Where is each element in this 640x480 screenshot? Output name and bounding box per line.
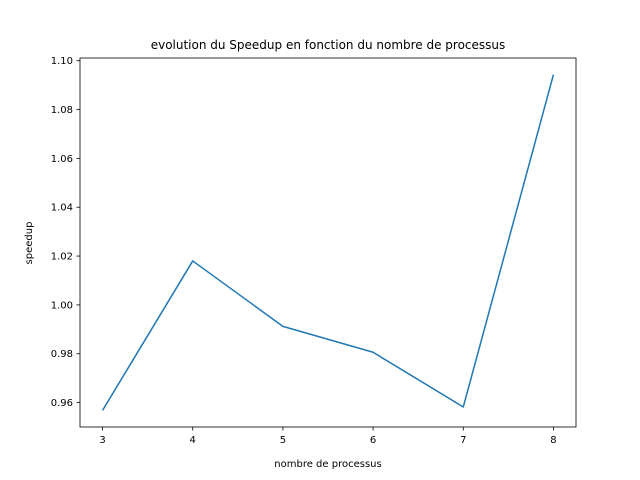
y-tick-label: 0.98 — [51, 349, 73, 360]
y-tick-label: 1.08 — [51, 105, 73, 116]
y-tick-label: 1.02 — [51, 252, 73, 263]
y-tick-label: 1.04 — [51, 203, 73, 214]
x-axis: 3 4 5 6 7 8 — [99, 427, 557, 446]
chart-title: evolution du Speedup en fonction du nomb… — [151, 38, 506, 52]
y-tick-label: 1.06 — [51, 154, 73, 165]
y-tick-label: 1.00 — [51, 300, 73, 311]
x-axis-label: nombre de processus — [274, 459, 381, 470]
x-tick-label: 5 — [280, 435, 286, 446]
x-tick-label: 8 — [550, 435, 556, 446]
y-tick-label: 1.10 — [51, 56, 73, 67]
axes-frame — [79, 57, 577, 428]
y-tick-label: 0.96 — [51, 398, 73, 409]
plot-area — [79, 57, 577, 428]
y-axis: 0.96 0.98 1.00 1.02 1.04 1.06 1.08 1.10 — [51, 56, 80, 409]
x-tick-label: 6 — [370, 435, 376, 446]
x-tick-label: 7 — [460, 435, 466, 446]
x-tick-label: 3 — [99, 435, 105, 446]
series-line-0 — [101, 74, 555, 411]
x-tick-label: 4 — [190, 435, 196, 446]
y-axis-label: speedup — [24, 222, 35, 265]
